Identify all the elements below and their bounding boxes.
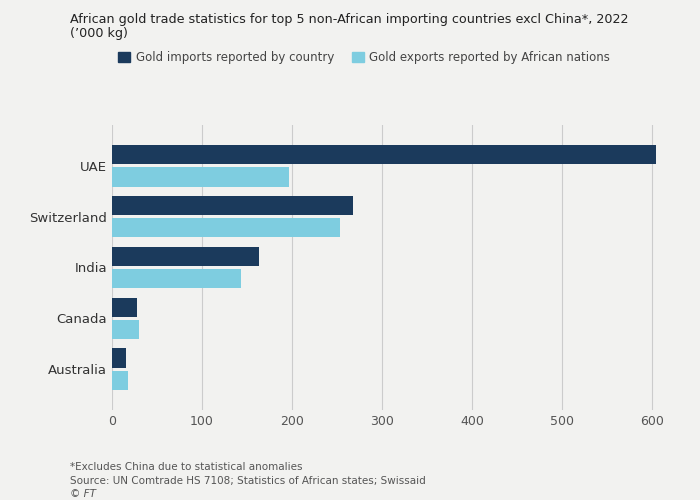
Text: Source: UN Comtrade HS 7108; Statistics of African states; Swissaid: Source: UN Comtrade HS 7108; Statistics … — [70, 476, 426, 486]
Legend: Gold imports reported by country, Gold exports reported by African nations: Gold imports reported by country, Gold e… — [118, 51, 610, 64]
Text: (’000 kg): (’000 kg) — [70, 28, 128, 40]
Text: African gold trade statistics for top 5 non-African importing countries excl Chi: African gold trade statistics for top 5 … — [70, 12, 629, 26]
Bar — [112, 320, 139, 340]
Bar — [112, 196, 354, 215]
Bar — [112, 246, 259, 266]
Bar — [112, 145, 656, 164]
Text: © FT: © FT — [70, 489, 96, 499]
Bar — [112, 348, 125, 368]
Bar — [112, 371, 128, 390]
Text: *Excludes China due to statistical anomalies: *Excludes China due to statistical anoma… — [70, 462, 302, 472]
Bar — [112, 218, 340, 238]
Bar — [112, 167, 289, 186]
Bar — [112, 298, 137, 317]
Bar — [112, 269, 241, 288]
